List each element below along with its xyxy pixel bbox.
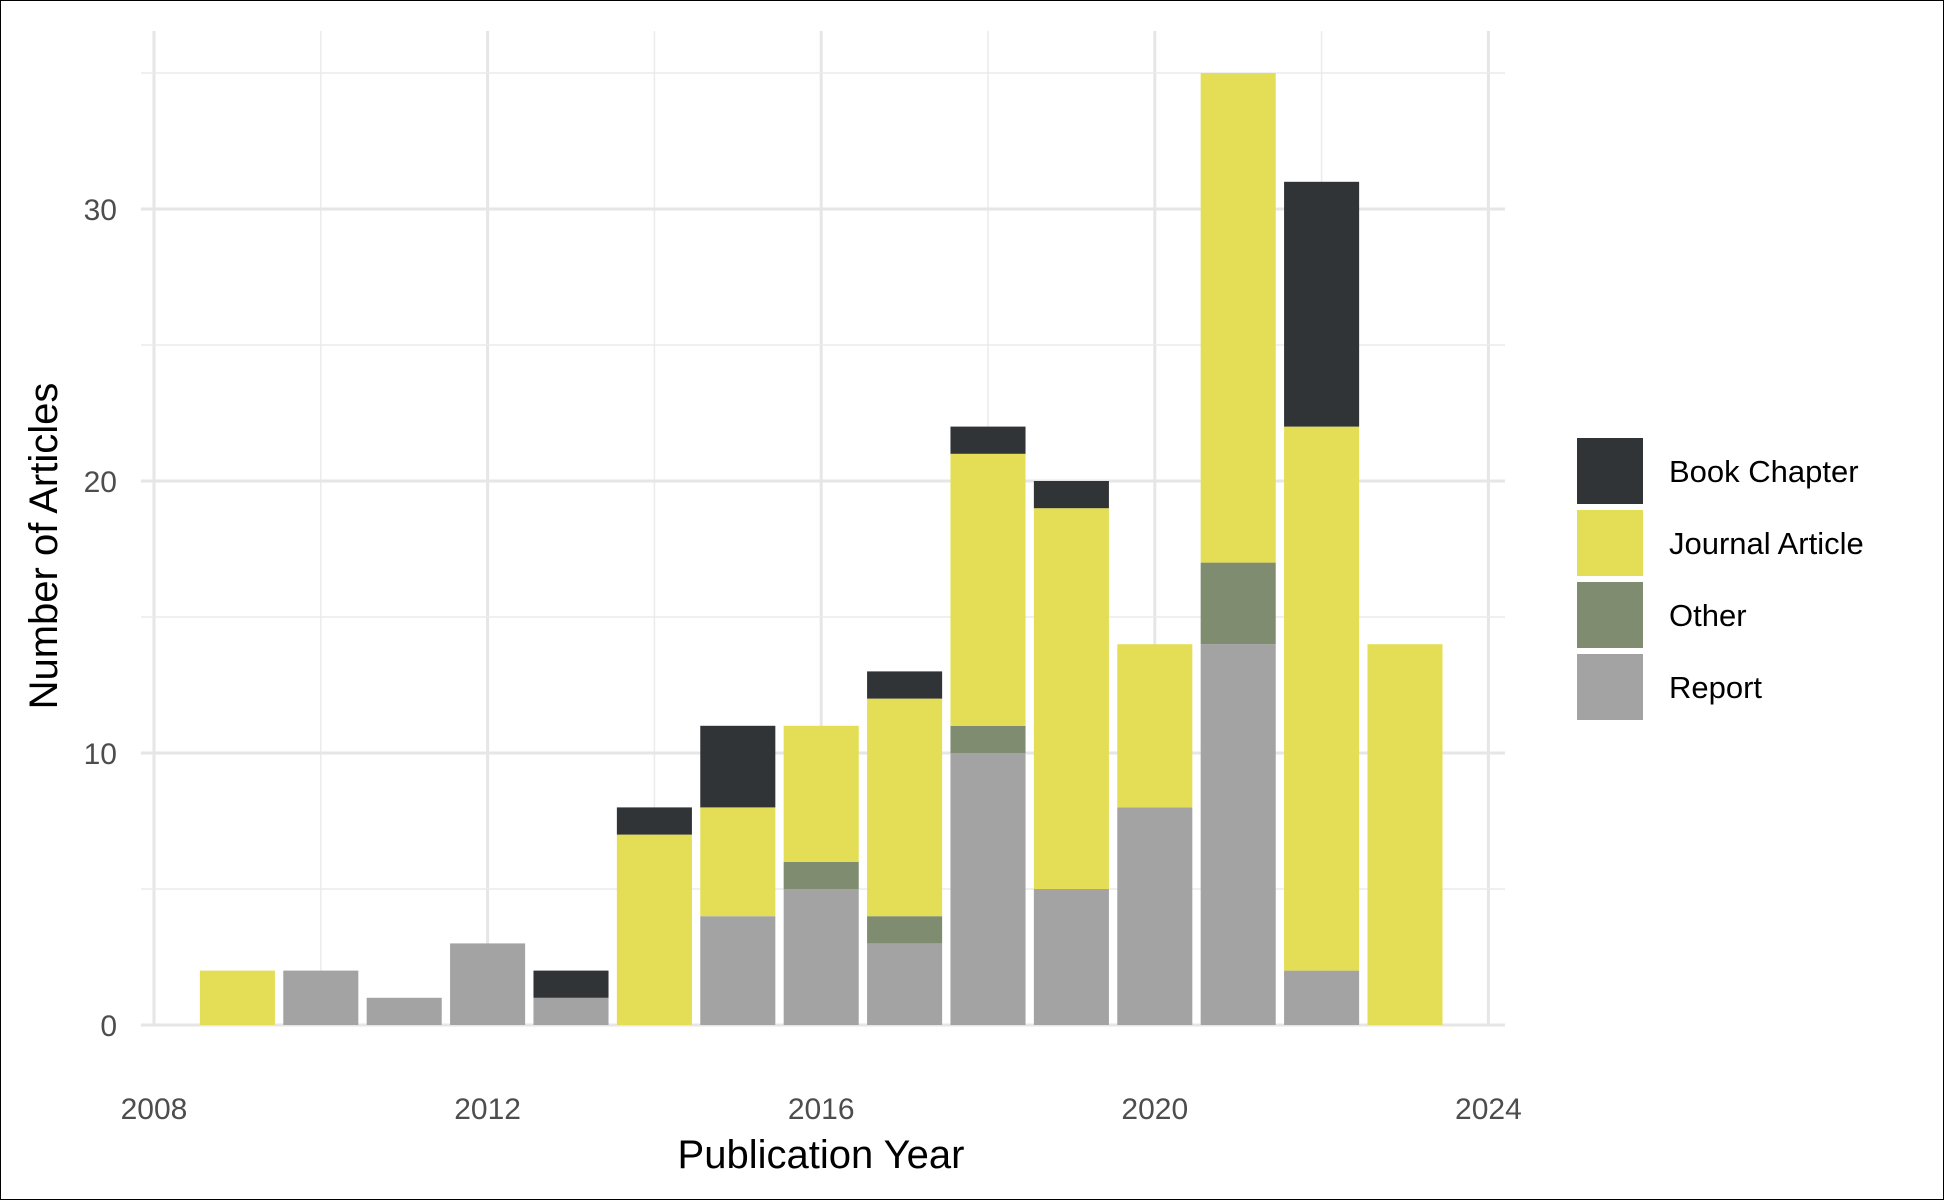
bar-segment-report: [1284, 970, 1360, 1025]
y-axis-title: Number of Articles: [22, 383, 66, 710]
bar-segment-report: [283, 970, 359, 1025]
bar-segment-journal-article: [867, 698, 943, 917]
bar-segment-other: [867, 916, 943, 944]
y-tick-label: 20: [84, 466, 117, 499]
x-tick-label: 2016: [788, 1093, 855, 1126]
bar-segment-report: [783, 889, 859, 1025]
x-axis-ticks: 2008 2012 2016 2020 2024: [121, 1093, 1522, 1126]
bar-segment-journal-article: [700, 807, 776, 917]
bar-segment-book-chapter: [533, 970, 609, 998]
x-tick-label: 2020: [1121, 1093, 1188, 1126]
bar-segment-book-chapter: [1033, 481, 1109, 509]
bar-segment-journal-article: [1033, 508, 1109, 889]
x-tick-label: 2024: [1455, 1093, 1522, 1126]
bar-segment-report: [533, 997, 609, 1025]
y-tick-label: 10: [84, 738, 117, 771]
bar-segment-journal-article: [616, 834, 692, 1025]
bar-segment-report: [950, 753, 1026, 1025]
bar-segment-journal-article: [950, 453, 1026, 726]
legend-label: Report: [1669, 670, 1762, 705]
bar-segment-journal-article: [1367, 644, 1443, 1025]
bar-segment-report: [700, 916, 776, 1025]
bar-segment-other: [950, 725, 1026, 753]
legend-label: Book Chapter: [1669, 454, 1859, 489]
bar-segment-journal-article: [783, 725, 859, 862]
x-tick-label: 2012: [454, 1093, 521, 1126]
bar-segment-report: [366, 997, 442, 1025]
y-tick-label: 30: [84, 194, 117, 227]
bar-segment-other: [1200, 562, 1276, 645]
bars: [199, 73, 1443, 1025]
x-tick-label: 2008: [121, 1093, 188, 1126]
legend-label: Journal Article: [1669, 526, 1864, 561]
x-axis-title: Publication Year: [678, 1133, 965, 1177]
legend: Book Chapter Journal Article Other Report: [1577, 438, 1864, 720]
bar-segment-book-chapter: [950, 426, 1026, 454]
bar-segment-report: [1033, 889, 1109, 1025]
y-axis-ticks: 0 10 20 30: [84, 194, 117, 1043]
legend-label: Other: [1669, 598, 1747, 633]
legend-key: [1577, 510, 1643, 576]
y-tick-label: 0: [100, 1010, 117, 1043]
bar-segment-report: [867, 943, 943, 1025]
bar-segment-journal-article: [199, 970, 275, 1025]
bar-segment-report: [1117, 807, 1193, 1025]
bar-segment-journal-article: [1200, 73, 1276, 563]
legend-key: [1577, 654, 1643, 720]
legend-key: [1577, 438, 1643, 504]
bar-segment-journal-article: [1284, 426, 1360, 971]
bar-segment-journal-article: [1117, 644, 1193, 808]
bar-segment-book-chapter: [616, 807, 692, 835]
bar-segment-report: [1200, 644, 1276, 1025]
bar-segment-book-chapter: [1284, 181, 1360, 427]
legend-key: [1577, 582, 1643, 648]
bar-segment-book-chapter: [867, 671, 943, 699]
bar-segment-report: [450, 943, 526, 1025]
bar-segment-book-chapter: [700, 725, 776, 808]
bar-segment-other: [783, 861, 859, 889]
